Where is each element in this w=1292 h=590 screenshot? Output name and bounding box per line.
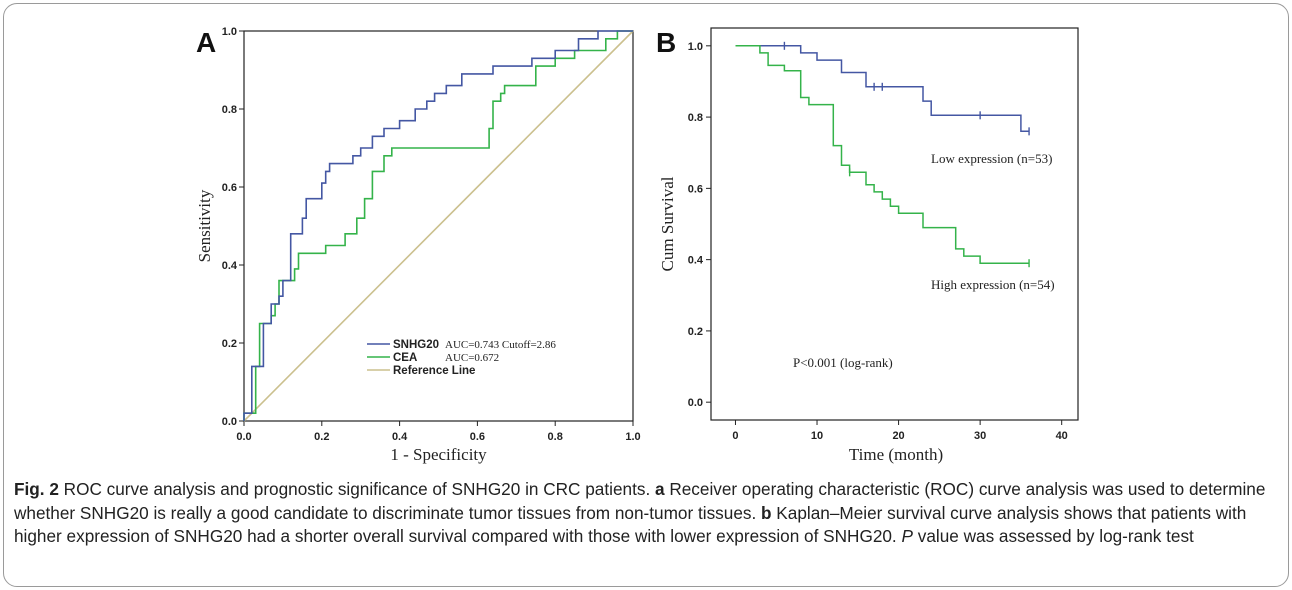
survival-y-axis-label: Cum Survival <box>658 176 677 271</box>
figure-canvas: A 0.0 0.2 0.4 0.6 0.8 1.0 0.0 0.2 0.4 0.6 0.8 1.0 1… <box>195 26 1079 464</box>
roc-curve-snhg20 <box>243 30 633 421</box>
survival-panel: B 0 10 20 30 40 0.0 0.2 0.4 0.6 0.8 1.0 Time (mont… <box>656 27 1079 464</box>
low-expression-label: Low expression (n=53) <box>931 151 1052 166</box>
caption-p-label: P <box>901 526 913 546</box>
survival-curve-high-expression-n-54 <box>735 45 1030 264</box>
caption-a-text: Receiver operating characteristic (ROC) … <box>14 479 1266 523</box>
legend-label-cea: CEA <box>393 352 417 364</box>
survival-x-tick-label: 10 <box>811 430 823 442</box>
caption-figure-label: Fig. 2 <box>14 479 59 499</box>
survival-x-tick-label: 0 <box>732 430 738 442</box>
roc-y-tick-label: 0.0 <box>222 416 237 428</box>
survival-y-tick-label: 0.6 <box>688 183 703 195</box>
survival-plot-frame <box>710 27 1079 421</box>
figure-caption: Fig. 2 ROC curve analysis and prognostic… <box>14 478 1276 549</box>
roc-y-tick-label: 0.2 <box>222 338 237 350</box>
roc-curve-cea <box>243 30 633 421</box>
roc-x-tick-label: 0.6 <box>470 431 485 443</box>
roc-x-tick-label: 0.8 <box>548 431 563 443</box>
survival-y-tick-label: 1.0 <box>688 41 703 53</box>
high-expression-label: High expression (n=54) <box>931 277 1055 292</box>
survival-x-tick-label: 20 <box>892 430 904 442</box>
roc-y-tick-label: 0.4 <box>222 260 238 272</box>
roc-panel: A 0.0 0.2 0.4 0.6 0.8 1.0 0.0 0.2 0.4 0.6 0.8 1.0 1… <box>195 26 641 464</box>
caption-b-text: Kaplan–Meier survival curve analysis sho… <box>14 502 1247 547</box>
survival-y-tick-label: 0.8 <box>688 112 703 124</box>
roc-plot-frame <box>243 30 634 422</box>
roc-y-axis-label: Sensitivity <box>195 189 214 262</box>
legend-stat-snhg20: AUC=0.743 Cutoff=2.86 <box>445 339 556 351</box>
survival-y-tick-label: 0.4 <box>688 255 704 267</box>
survival-y-tick-label: 0.0 <box>688 397 703 409</box>
roc-y-tick-label: 0.6 <box>222 182 237 194</box>
caption-intro: ROC curve analysis and prognostic signif… <box>58 479 655 499</box>
figure-frame <box>3 3 1289 587</box>
caption-p-text: value was assessed by log-rank test <box>912 526 1194 546</box>
roc-x-tick-label: 0.4 <box>392 431 408 443</box>
roc-y-tick-label: 1.0 <box>222 26 237 38</box>
roc-curve-reference-line <box>243 30 634 422</box>
roc-x-axis-label: 1 - Specificity <box>390 445 487 464</box>
survival-x-tick-label: 40 <box>1056 430 1068 442</box>
survival-y-tick-label: 0.2 <box>688 326 703 338</box>
caption-b-label: b <box>761 502 772 523</box>
legend-label-reference-line: Reference Line <box>393 365 475 377</box>
roc-x-tick-label: 0.2 <box>314 431 329 443</box>
roc-y-tick-label: 0.8 <box>222 104 237 116</box>
survival-curve-low-expression-n-53 <box>735 45 1030 133</box>
legend-label-snhg20: SNHG20 <box>393 339 439 351</box>
survival-x-tick-label: 30 <box>974 430 986 442</box>
survival-x-axis-label: Time (month) <box>849 445 943 464</box>
log-rank-annotation: P<0.001 (log-rank) <box>793 355 893 370</box>
panel-b-label: B <box>656 27 676 58</box>
roc-x-tick-label: 1.0 <box>625 431 640 443</box>
legend-stat-cea: AUC=0.672 <box>445 352 499 364</box>
caption-a-label: a <box>655 479 665 499</box>
panel-a-label: A <box>196 27 216 58</box>
roc-legend: SNHG20 AUC=0.743 Cutoff=2.86 CEA AUC=0.6… <box>367 339 556 377</box>
roc-x-tick-label: 0.0 <box>236 431 251 443</box>
